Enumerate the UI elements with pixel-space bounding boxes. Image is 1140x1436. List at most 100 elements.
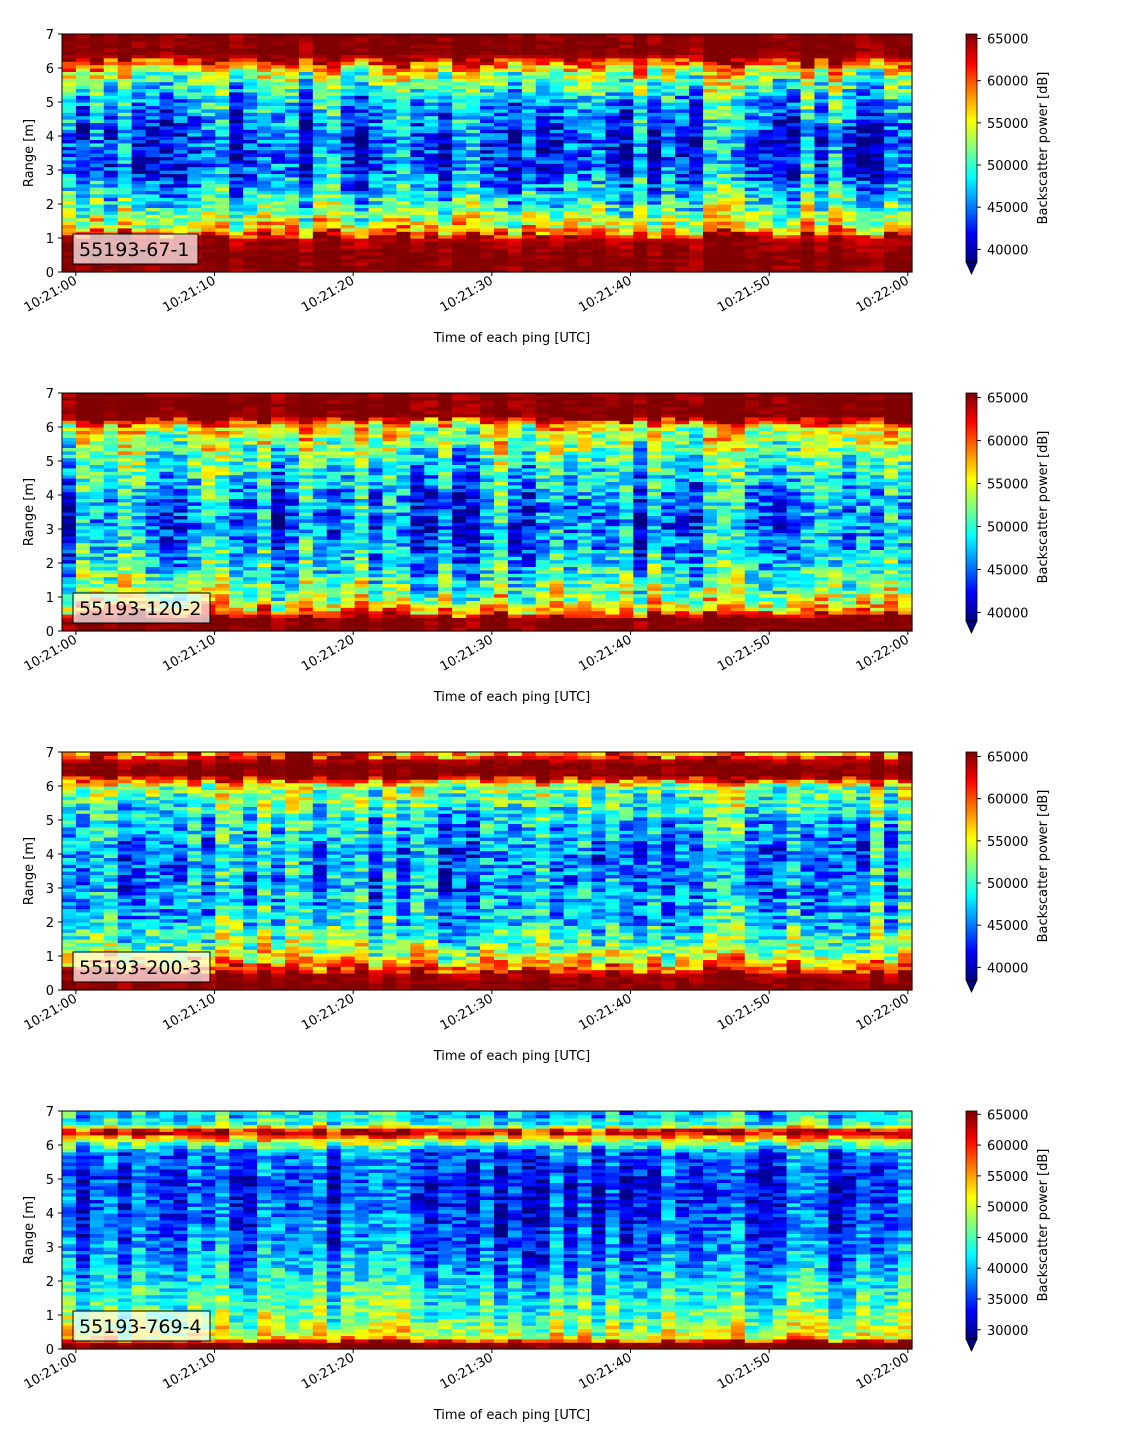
- heatmap-cell: [856, 227, 871, 232]
- heatmap-cell: [549, 40, 565, 45]
- heatmap-cell: [424, 214, 439, 219]
- heatmap-cell: [410, 200, 425, 205]
- heatmap-cell: [438, 149, 453, 154]
- heatmap-cell: [89, 54, 105, 59]
- heatmap-cell: [466, 57, 481, 62]
- heatmap-cell: [131, 156, 147, 161]
- heatmap-cell: [368, 265, 384, 270]
- heatmap-cell: [647, 193, 662, 198]
- heatmap-cell: [438, 241, 453, 246]
- heatmap-cell: [284, 136, 300, 140]
- heatmap-cell: [424, 64, 439, 69]
- heatmap-cell: [243, 51, 258, 55]
- heatmap-cell: [187, 183, 202, 188]
- heatmap-cell: [549, 159, 565, 164]
- heatmap-cell: [396, 261, 411, 266]
- heatmap-cell: [145, 505, 161, 510]
- heatmap-cell: [814, 234, 829, 239]
- heatmap-cell: [131, 217, 147, 222]
- heatmap-cell: [326, 149, 342, 154]
- heatmap-cell: [549, 125, 565, 130]
- heatmap-cell: [368, 176, 384, 181]
- heatmap-cell: [257, 200, 272, 205]
- heatmap-cell: [201, 102, 216, 106]
- heatmap-cell: [201, 57, 216, 62]
- heatmap-cell: [368, 200, 384, 205]
- heatmap-cell: [633, 207, 648, 212]
- heatmap-cell: [62, 37, 77, 42]
- heatmap-cell: [716, 244, 732, 249]
- heatmap-cell: [229, 44, 244, 49]
- heatmap-cell: [605, 88, 620, 93]
- heatmap-cell: [257, 207, 272, 212]
- heatmap-cell: [633, 204, 648, 208]
- heatmap-cell: [619, 57, 634, 62]
- heatmap-cell: [730, 210, 746, 215]
- heatmap-cell: [131, 153, 147, 157]
- heatmap-cell: [702, 193, 718, 198]
- heatmap-cell: [647, 54, 662, 59]
- heatmap-cell: [619, 149, 634, 154]
- heatmap-cell: [396, 227, 411, 232]
- heatmap-cell: [340, 122, 356, 127]
- heatmap-cell: [396, 210, 411, 215]
- heatmap-cell: [326, 227, 342, 232]
- heatmap-cell: [647, 108, 662, 113]
- heatmap-cell: [521, 85, 537, 89]
- heatmap-cell: [229, 146, 244, 151]
- heatmap-cell: [131, 197, 147, 202]
- heatmap-cell: [591, 231, 607, 236]
- heatmap-cell: [786, 200, 802, 205]
- heatmap-cell: [661, 204, 676, 208]
- heatmap-cell: [870, 244, 885, 249]
- heatmap-cell: [424, 166, 439, 171]
- heatmap-cell: [103, 200, 119, 205]
- heatmap-cell: [577, 112, 593, 117]
- heatmap-cell: [898, 34, 913, 38]
- heatmap-cell: [159, 54, 175, 59]
- heatmap-cell: [661, 122, 676, 127]
- heatmap-cell: [326, 204, 342, 208]
- heatmap-cell: [243, 105, 258, 110]
- colorbar-tick-label: 55000: [987, 117, 1028, 132]
- heatmap-cell: [549, 44, 565, 49]
- heatmap-cell: [521, 68, 537, 72]
- heatmap-cell: [619, 64, 634, 69]
- heatmap-cell: [563, 91, 579, 96]
- heatmap-cell: [605, 159, 620, 164]
- heatmap-cell: [396, 68, 411, 72]
- heatmap-cell: [744, 217, 760, 222]
- heatmap-cell: [187, 166, 202, 171]
- heatmap-cell: [284, 98, 300, 103]
- heatmap-cell: [243, 207, 258, 212]
- heatmap-cell: [605, 261, 620, 266]
- heatmap-cell: [438, 115, 453, 120]
- heatmap-cell: [187, 149, 202, 154]
- heatmap-cell: [424, 40, 439, 45]
- heatmap-cell: [563, 255, 579, 259]
- heatmap-cell: [633, 98, 648, 103]
- heatmap-cell: [271, 149, 286, 154]
- heatmap-cell: [215, 122, 230, 127]
- heatmap-cell: [480, 74, 495, 79]
- heatmap-cell: [535, 153, 551, 157]
- heatmap-cell: [271, 105, 286, 110]
- heatmap-cell: [243, 34, 258, 38]
- heatmap-cell: [368, 207, 384, 212]
- heatmap-cell: [424, 57, 439, 62]
- heatmap-cell: [145, 176, 161, 181]
- heatmap-cell: [382, 255, 398, 259]
- heatmap-cell: [577, 61, 593, 66]
- heatmap-cell: [647, 231, 662, 236]
- heatmap-cell: [466, 170, 481, 174]
- heatmap-cell: [424, 88, 439, 93]
- heatmap-cell: [563, 163, 579, 168]
- heatmap-cell: [89, 44, 105, 49]
- heatmap-cell: [563, 74, 579, 79]
- heatmap-cell: [131, 88, 147, 93]
- heatmap-cell: [312, 180, 328, 185]
- heatmap-cell: [131, 57, 147, 62]
- heatmap-cell: [201, 207, 216, 212]
- heatmap-cell: [424, 251, 439, 256]
- heatmap-cell: [145, 190, 161, 195]
